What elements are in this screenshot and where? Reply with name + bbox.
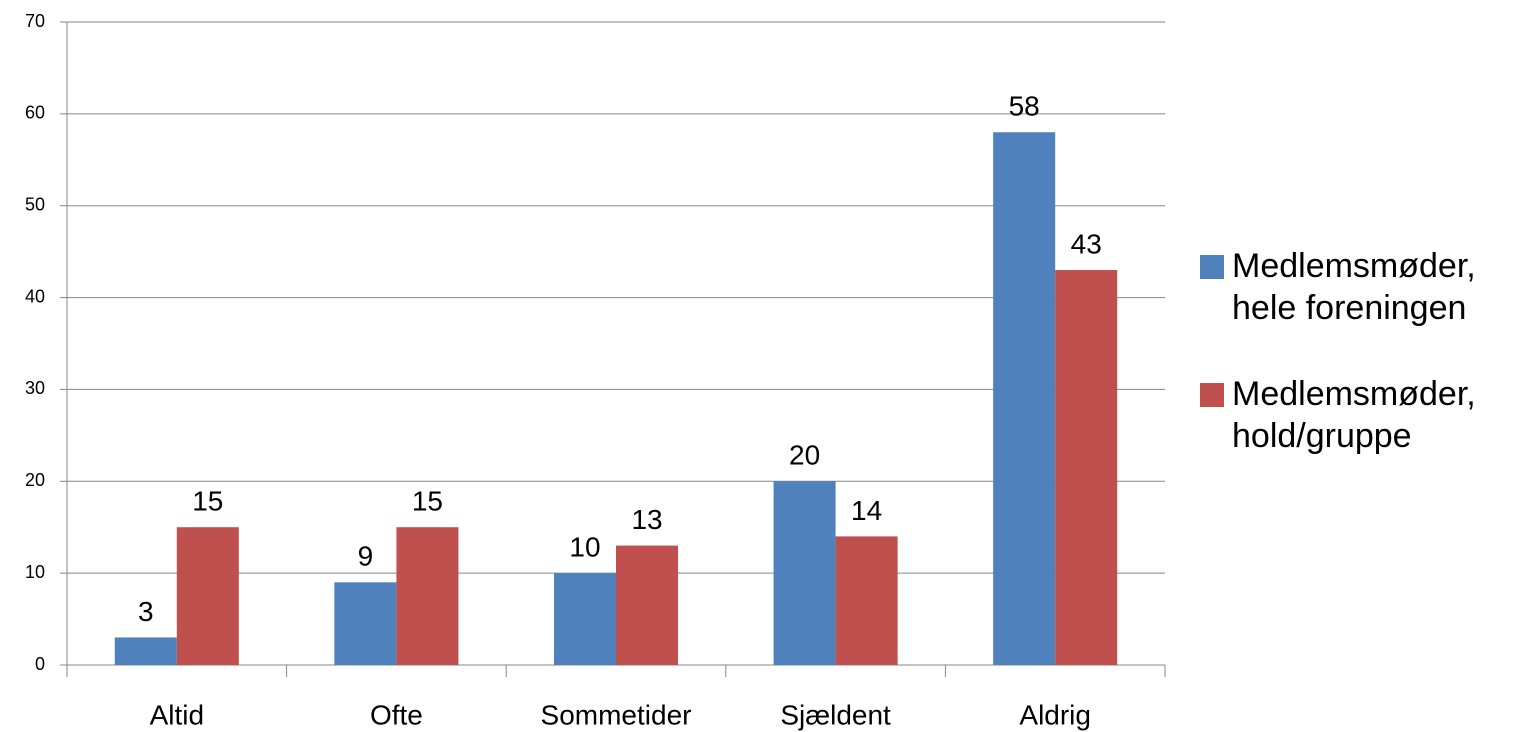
legend: Medlemsmøder, hele foreningen Medlemsmøde… xyxy=(1200,245,1515,501)
bar xyxy=(616,545,679,665)
bar xyxy=(773,481,836,665)
y-tick-label: 70 xyxy=(25,11,45,31)
x-tick-label: Aldrig xyxy=(1019,699,1091,730)
bar xyxy=(396,527,459,665)
y-tick-label: 10 xyxy=(25,562,45,582)
y-tick-label: 30 xyxy=(25,378,45,398)
value-label: 14 xyxy=(851,495,882,526)
x-tick-label: Sommetider xyxy=(541,699,692,730)
value-label: 13 xyxy=(631,504,662,535)
value-label: 3 xyxy=(138,596,154,627)
legend-swatch xyxy=(1200,255,1224,279)
y-tick-label: 0 xyxy=(35,654,45,674)
bar xyxy=(114,637,177,665)
bar xyxy=(1055,270,1118,665)
value-label: 10 xyxy=(569,532,600,563)
y-tick-label: 60 xyxy=(25,103,45,123)
value-label: 58 xyxy=(1009,91,1040,122)
legend-swatch xyxy=(1200,383,1224,407)
y-tick-label: 20 xyxy=(25,470,45,490)
y-tick-label: 50 xyxy=(25,194,45,214)
legend-item: Medlemsmøder, hele foreningen xyxy=(1200,245,1515,329)
value-label: 15 xyxy=(192,486,223,517)
value-label: 43 xyxy=(1071,228,1102,259)
legend-label: Medlemsmøder, hele foreningen xyxy=(1232,247,1476,327)
bar xyxy=(835,536,898,665)
bar xyxy=(993,132,1056,665)
bar xyxy=(334,582,397,665)
value-label: 15 xyxy=(412,486,443,517)
bar xyxy=(553,573,616,665)
bar xyxy=(176,527,239,665)
legend-item: Medlemsmøder, hold/gruppe xyxy=(1200,373,1515,457)
x-tick-label: Ofte xyxy=(370,699,423,730)
x-tick-label: Altid xyxy=(150,699,204,730)
x-tick-label: Sjældent xyxy=(780,699,891,730)
legend-label: Medlemsmøder, hold/gruppe xyxy=(1232,375,1476,455)
value-label: 20 xyxy=(789,440,820,471)
y-tick-label: 40 xyxy=(25,286,45,306)
value-label: 9 xyxy=(358,541,374,572)
